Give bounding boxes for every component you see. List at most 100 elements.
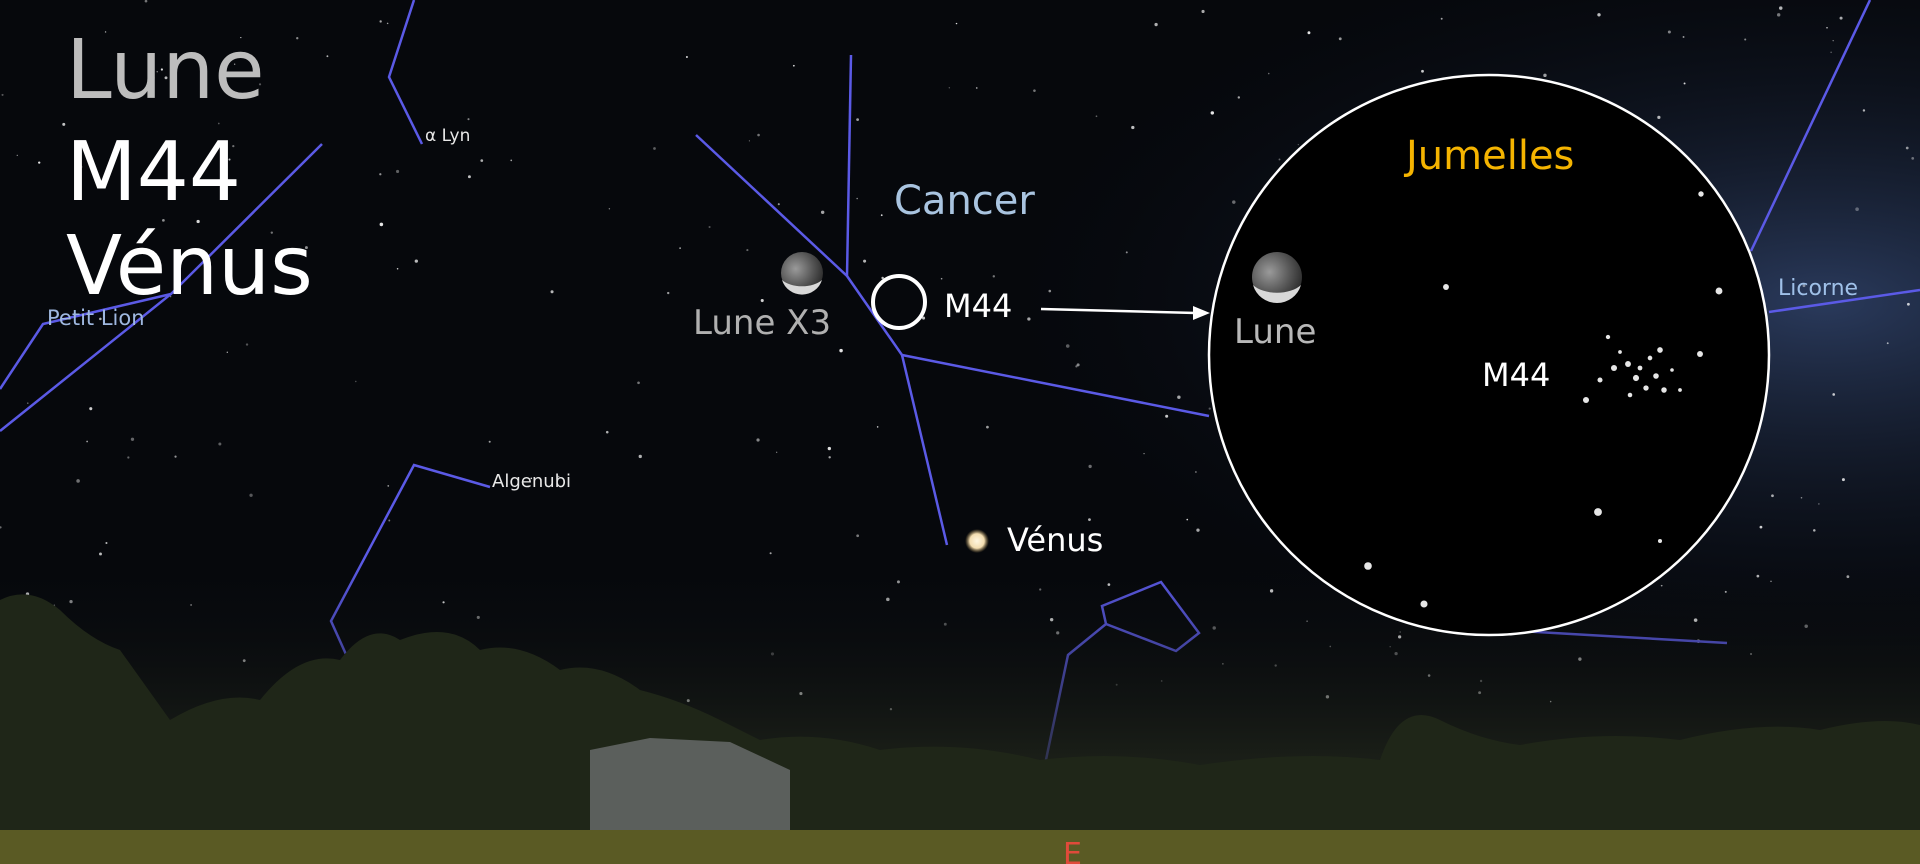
inset-label: Lune [1234, 312, 1316, 352]
star [1863, 109, 1865, 111]
star [218, 443, 221, 446]
star [355, 381, 356, 382]
star [379, 173, 381, 175]
star [1201, 10, 1204, 13]
cluster-star [1606, 335, 1610, 339]
star [388, 520, 390, 522]
inset-star [1658, 539, 1662, 543]
star [746, 249, 748, 251]
star [227, 352, 228, 353]
star [387, 23, 389, 25]
star [379, 20, 381, 22]
ground [0, 830, 1920, 864]
cluster-star [1678, 388, 1682, 392]
star [1232, 200, 1235, 203]
star [757, 134, 760, 137]
star [415, 259, 418, 262]
star [397, 268, 399, 270]
star [1777, 13, 1780, 16]
star [1906, 147, 1909, 150]
star [686, 56, 688, 58]
star [131, 438, 134, 441]
star [1211, 111, 1214, 114]
title-line: Lune [66, 23, 265, 118]
star-label: α Lyn [425, 126, 470, 146]
star [778, 203, 780, 205]
star [881, 214, 883, 216]
star [761, 299, 764, 302]
constellation-label: Cancer [894, 178, 1035, 224]
star [1744, 38, 1746, 40]
star [863, 260, 866, 263]
star [1779, 6, 1782, 9]
horizon [0, 560, 1920, 864]
inset-star [1594, 508, 1602, 516]
title-line: M44 [66, 125, 241, 220]
title-line: Vénus [66, 219, 313, 314]
cluster-star [1657, 347, 1663, 353]
star [1760, 526, 1763, 529]
constellation-label: Licorne [1778, 276, 1858, 301]
star [1907, 303, 1910, 306]
cluster-star [1597, 377, 1602, 382]
cluster-star [1643, 385, 1648, 390]
star [76, 479, 80, 483]
star [105, 542, 107, 544]
star [1307, 31, 1310, 34]
star [1887, 342, 1889, 344]
star [1657, 116, 1660, 119]
star [1268, 73, 1270, 75]
star [1154, 23, 1157, 26]
star [1421, 70, 1424, 73]
star [27, 403, 28, 404]
cluster-star [1628, 393, 1633, 398]
cardinal-label: E [1063, 837, 1082, 864]
star [296, 37, 298, 39]
cluster-star [1648, 356, 1653, 361]
star [1339, 37, 1342, 40]
star [1048, 290, 1051, 293]
cluster-star [1661, 387, 1666, 392]
star [828, 447, 831, 450]
star [1088, 465, 1091, 468]
star [89, 407, 92, 410]
inset-label: M44 [1482, 356, 1550, 394]
star [1066, 344, 1070, 348]
star [1830, 51, 1832, 53]
cluster-star [1625, 361, 1631, 367]
star [1077, 363, 1080, 366]
star [949, 87, 950, 88]
star [1543, 74, 1546, 77]
star [749, 140, 750, 141]
star [606, 431, 609, 434]
star [1683, 36, 1685, 38]
cluster-star [1611, 365, 1617, 371]
star [62, 123, 65, 126]
star [1298, 144, 1299, 145]
star [1668, 30, 1671, 33]
star [396, 170, 399, 173]
star [1279, 159, 1281, 161]
star [510, 160, 512, 162]
object-label: Lune X3 [693, 303, 831, 343]
star-label: Algenubi [492, 471, 571, 492]
star [1126, 251, 1128, 253]
star [1801, 497, 1803, 499]
star [387, 485, 389, 487]
cluster-star [1638, 366, 1643, 371]
star [856, 118, 859, 121]
star [709, 226, 711, 228]
star [637, 381, 640, 384]
star [770, 552, 772, 554]
star [1033, 89, 1036, 92]
star [1165, 415, 1168, 418]
star [1209, 407, 1211, 409]
star [1238, 96, 1240, 98]
star [99, 553, 102, 556]
star [380, 223, 384, 227]
star [1096, 115, 1098, 117]
inset-star [1364, 562, 1372, 570]
star [1832, 40, 1833, 41]
page: Lune M44 Vénus α Lyn Petit Lion Algenubi… [0, 0, 1920, 864]
star [1195, 471, 1196, 472]
